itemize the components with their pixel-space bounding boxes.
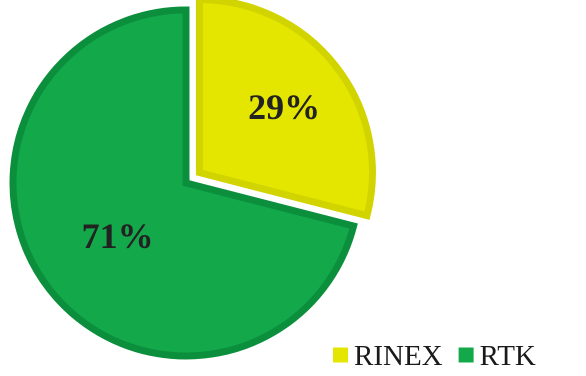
legend-marker-rinex	[333, 347, 348, 363]
slice-label-rinex: 29%	[248, 87, 320, 127]
legend-label-rinex: RINEX	[354, 340, 443, 372]
pie-slice-rtk	[9, 6, 358, 360]
pie-labels: 29% 71%	[82, 87, 321, 256]
legend-label-rtk: RTK	[480, 340, 536, 372]
legend-marker-rtk	[458, 347, 474, 363]
legend: RINEX RTK	[333, 340, 536, 372]
slice-label-rtk: 71%	[82, 216, 154, 256]
pie-slice-rinex	[195, 0, 376, 220]
pie-slices	[9, 0, 376, 360]
